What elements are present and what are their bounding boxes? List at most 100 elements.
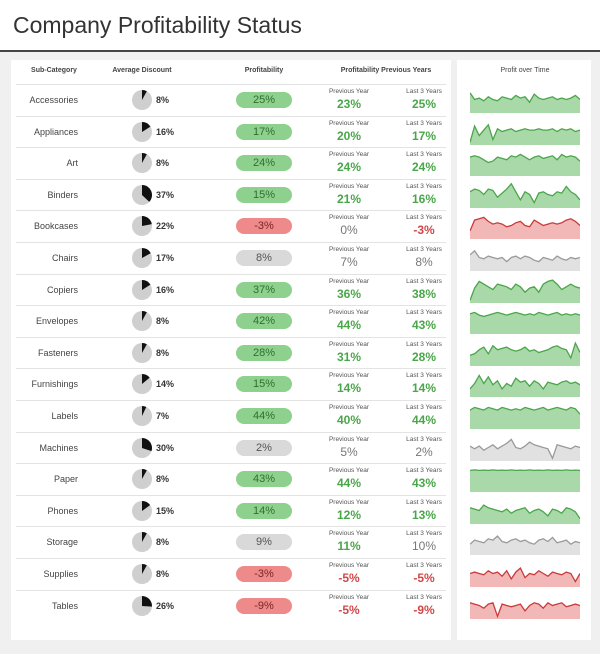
average-discount-value: 8% [156,347,170,358]
table-row[interactable]: Supplies 8% -3% Previous Year -5% Last 3 Year… [16,558,446,591]
last-3-years-label: Last 3 Years [406,530,442,538]
average-discount-value: 26% [156,600,175,611]
last-3-years-value: 10% [411,539,437,554]
profit-sparkline [470,92,580,113]
last-3-years-value: -5% [413,571,435,585]
sparkline-line [470,567,580,583]
profitability-pill: 8% [236,250,292,266]
sub-category-label: Accessories [29,95,78,105]
discount-pie [132,469,152,490]
pie-slice [142,279,151,290]
last-3-years-label: Last 3 Years [406,372,442,380]
profit-sparkline [470,504,580,524]
average-discount-value: 8% [156,569,170,579]
table-row[interactable]: Storage 8% 9% Previous Year 11% Last 3 Years 1… [16,526,446,559]
sparkline-line [470,469,580,472]
table-row[interactable]: Chairs 17% 8% Previous Year 7% Last 3 Years 8% [16,242,446,275]
table-row[interactable]: Machines 30% 2% Previous Year 5% Last 3 Years… [16,431,446,465]
average-discount-value: 37% [156,189,175,200]
profitability-pill: 44% [236,408,292,424]
sparkline-area [470,92,580,113]
last-3-years-label: Last 3 Years [406,562,442,569]
average-discount-value: 15% [156,505,175,516]
average-discount-value: 8% [156,474,170,485]
average-discount-value: 14% [156,379,175,390]
sparkline-area [470,602,580,619]
profitability-pill: 43% [236,471,292,488]
last-3-years-label: Last 3 Years [406,467,442,475]
previous-year-value: 31% [336,349,362,364]
sparkline-area [470,536,580,556]
last-3-years-value: 16% [411,191,437,206]
pie-slice [142,595,152,607]
pie-slice [142,311,147,322]
profit-sparkline [470,217,580,240]
discount-pie [132,121,152,142]
profit-sparkline [470,182,580,208]
discount-pie [132,153,152,174]
table-row[interactable]: Bookcases 22% -3% Previous Year 0% Last 3 Yea… [16,210,446,243]
discount-pie [132,406,152,426]
profitability-pill: 17% [236,123,292,140]
sparkline-line [470,437,580,460]
discount-pie [132,342,152,363]
sub-category-label: Tables [51,600,78,611]
pie-slice [142,248,151,258]
last-3-years-label: Last 3 Years [406,88,442,95]
last-3-years-label: Last 3 Years [406,404,442,411]
table-row[interactable]: Phones 15% 14% Previous Year 12% Last 3 Years… [16,494,446,528]
table-row[interactable]: Art 8% 24% Previous Year 24% Last 3 Years 24% [16,147,446,180]
sparkline-line [470,311,580,318]
last-3-years-value: 43% [411,318,437,333]
table-row[interactable]: Labels 7% 44% Previous Year 40% Last 3 Years 4… [16,400,446,433]
last-3-years-value: -3% [413,223,435,238]
table-row[interactable]: Envelopes 8% 42% Previous Year 44% Last 3 Yea… [16,305,446,338]
discount-pie [132,595,152,616]
table-row[interactable]: Appliances 16% 17% Previous Year 20% Last 3 Y… [16,115,446,149]
last-3-years-value: 8% [415,255,433,269]
sparkline-area [470,183,580,208]
sparkline-line [470,504,580,519]
previous-year-label: Previous Year [328,593,370,601]
previous-year-label: Previous Year [328,246,370,253]
previous-year-value: 7% [340,255,358,269]
sparkline-area [470,438,580,461]
table-row[interactable]: Tables 26% -9% Previous Year -5% Last 3 Years… [16,589,446,623]
last-3-years-label: Last 3 Years [406,277,442,285]
sub-category-label: Appliances [33,126,78,137]
profitability-pill: 15% [236,186,292,203]
previous-year-value: 44% [336,476,362,491]
previous-year-value: 44% [336,318,362,333]
previous-year-value: 5% [340,444,358,459]
average-discount-value: 16% [156,126,175,137]
previous-year-label: Previous Year [328,340,370,348]
sub-category-label: Furnishings [31,379,78,390]
discount-pie [132,216,152,237]
sub-category-label: Art [66,158,78,169]
sparkline-line [470,278,580,301]
profit-sparkline [470,601,580,619]
table-row[interactable]: Fasteners 8% 28% Previous Year 31% Last 3 Yea… [16,336,446,370]
previous-year-value: 14% [336,381,362,396]
last-3-years-label: Last 3 Years [406,182,442,190]
previous-year-value: 24% [336,160,362,175]
previous-year-label: Previous Year [328,467,370,475]
table-row[interactable]: Copiers 16% 37% Previous Year 36% Last 3 Year… [16,273,446,307]
average-discount-value: 8% [156,316,170,327]
table-row[interactable]: Paper 8% 43% Previous Year 44% Last 3 Years 43… [16,463,446,496]
last-3-years-value: 13% [411,507,437,522]
sparkline-area [470,279,580,303]
previous-year-value: 20% [336,128,362,143]
last-3-years-label: Last 3 Years [406,151,442,159]
table-row[interactable]: Binders 37% 15% Previous Year 21% Last 3 Year… [16,178,446,212]
average-discount-value: 22% [156,221,175,232]
sparkline-area [470,375,580,398]
sparkline-line [470,535,580,546]
profitability-pill: 2% [236,439,292,456]
table-row[interactable]: Accessories 8% 25% Previous Year 23% Last 3 Y… [16,84,446,117]
pie-slice [142,374,150,385]
table-row[interactable]: Furnishings 14% 15% Previous Year 14% Last 3 … [16,368,446,401]
last-3-years-value: 17% [411,128,437,143]
profitability-pill: 37% [236,281,292,298]
previous-year-value: 11% [337,539,361,554]
